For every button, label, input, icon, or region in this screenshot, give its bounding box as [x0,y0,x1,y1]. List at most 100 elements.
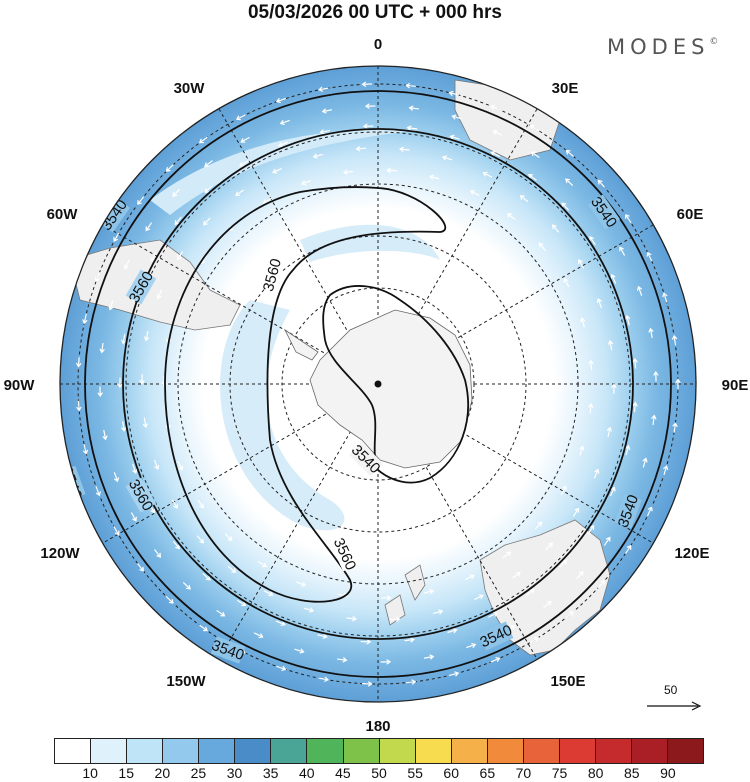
wind-vector [432,609,444,615]
colorbar-swatch [307,739,344,763]
wind-vector [519,195,529,202]
wind-vector [171,499,178,509]
wind-vector [355,146,367,152]
wind-vector [235,114,246,121]
wind-vector [312,153,324,159]
wind-vector [423,588,435,595]
wind-vector [275,620,286,626]
wind-vector [565,178,574,186]
wind-vector [597,179,606,188]
wind-vector [386,167,397,173]
wind-vector [198,136,208,144]
lon-label-120e: 120E [674,545,709,562]
wind-vector [611,383,617,394]
colorbar-swatch [379,739,416,763]
wind-vector [529,636,540,644]
wind-vector [408,105,420,111]
colorbar-swatch [91,739,128,763]
wind-vector [405,83,416,89]
wind-vector [239,160,249,167]
colorbar-tick-label: 60 [443,765,460,781]
wind-vector [99,342,105,354]
wind-vector [469,190,480,196]
wind-vector [642,457,648,468]
wind-vector [625,314,631,326]
wind-streak-north [300,224,440,262]
wind-vector [619,246,625,256]
wind-vector [277,141,288,148]
wind-vector [545,542,553,551]
wind-vector [240,137,250,143]
wind-vector [156,289,163,300]
colorbar-swatch [668,739,704,763]
wind-vector [144,330,150,342]
wind-vector [76,400,82,412]
lon-label-90e: 90E [722,377,749,394]
wind-vector [447,628,458,634]
wind-vector [202,573,211,581]
contour-lines [84,90,672,678]
wind-vector [651,414,657,426]
wind-vector [604,536,611,546]
wind-vector [362,123,374,129]
wind-vector [204,185,213,194]
reference-vector-arrow [647,701,702,711]
wind-vector [76,357,82,368]
wind-vector [490,657,501,663]
colorbar-swatch [632,739,669,763]
wind-vector [576,571,584,580]
wind-vector [137,196,144,206]
wind-vector [154,459,160,470]
wind-vector [538,242,546,251]
colorbar-swatch [451,739,488,763]
colorbar-swatch [523,739,560,763]
wind-vector [449,134,460,140]
lon-label-150e: 150E [550,673,585,690]
wind-vector [573,507,580,517]
wind-vector [672,334,678,346]
colorbar-tick-label: 90 [660,765,676,781]
wind-vector [448,671,460,677]
wind-vector [534,521,543,530]
wind-vector [589,236,596,245]
wind-vector [563,277,570,288]
colorbar-tick-label: 75 [551,765,568,781]
wind-vector [174,216,182,226]
wind-vector [543,600,552,608]
wind-vector [342,169,354,175]
wind-vector [294,648,305,654]
wind-vector [276,665,287,671]
wind-vector [559,559,568,568]
wind-vector [97,386,103,398]
wind-vector [131,512,137,522]
wind-vector [565,149,574,157]
continent-newzealand [384,564,426,626]
colorbar-swatch [127,739,164,763]
wind-vector [597,580,606,589]
wind-vector [429,174,440,180]
colorbar [54,738,704,764]
wind-vector [404,637,415,643]
wind-vector [173,540,180,550]
wind-vectors [76,81,681,687]
colorbar-swatch [343,739,380,763]
wind-vector [606,426,612,438]
wind-field: 3540 3540 3540 3540 3540 3540 3560 3560 … [60,66,696,702]
wind-vector [465,574,475,580]
wind-vector [142,417,149,429]
lon-label-30w: 30W [174,80,206,97]
colorbar-tick-label: 55 [407,765,423,781]
lon-label-0: 0 [374,36,382,53]
wind-vector [235,189,244,197]
wind-vector [587,524,595,534]
wind-vector [263,590,274,597]
colorbar-tick-label: 35 [262,765,279,781]
wind-vector [492,129,503,136]
wind-vector [253,632,264,639]
wind-vector [490,151,500,157]
wind-vector [154,549,162,558]
wind-vector [636,285,643,296]
wind-vector [361,681,373,687]
wind-vector [625,444,631,456]
wind-vector [588,359,594,371]
